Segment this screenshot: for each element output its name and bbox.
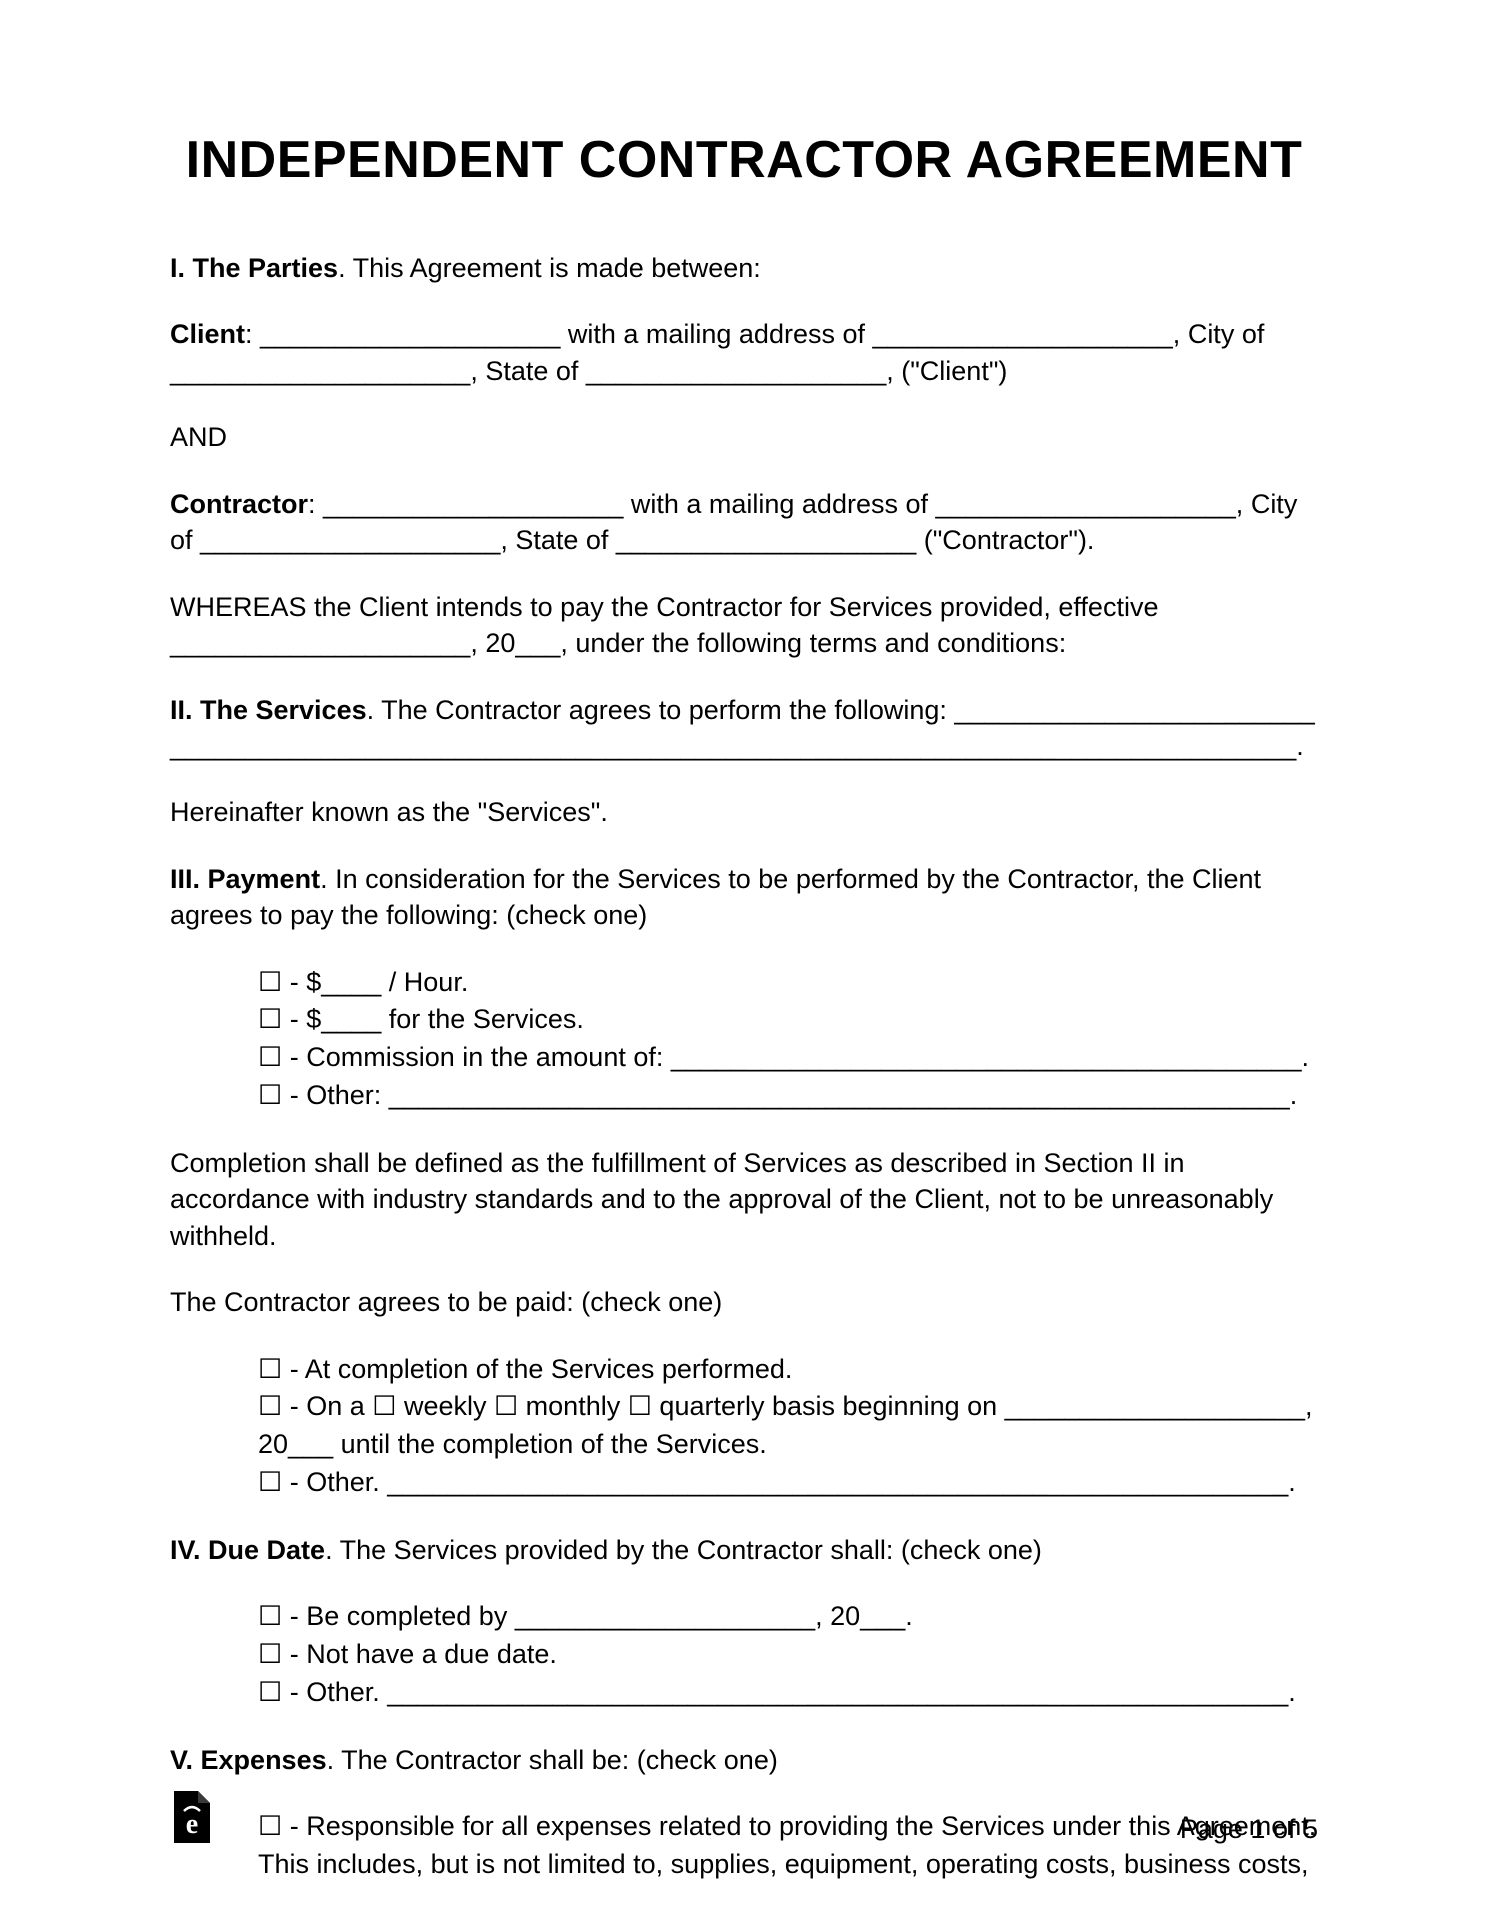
checkbox-option[interactable]: ☐ - Not have a due date. <box>258 1636 1318 1674</box>
section-heading: I. The Parties <box>170 253 338 283</box>
section-duedate-intro: IV. Due Date. The Services provided by t… <box>170 1532 1318 1568</box>
section-expenses-intro: V. Expenses. The Contractor shall be: (c… <box>170 1742 1318 1778</box>
section-text: . This Agreement is made between: <box>338 253 761 283</box>
checkbox-option[interactable]: ☐ - Be completed by ____________________… <box>258 1598 1318 1636</box>
page-number: Page 1 of 5 <box>1180 1814 1318 1845</box>
brand-logo-icon: e <box>170 1789 214 1845</box>
payment-options: ☐ - $____ / Hour. ☐ - $____ for the Serv… <box>170 964 1318 1115</box>
whereas-clause: WHEREAS the Client intends to pay the Co… <box>170 589 1318 662</box>
checkbox-option[interactable]: ☐ - $____ / Hour. <box>258 964 1318 1002</box>
section-heading: V. Expenses <box>170 1745 327 1775</box>
paid-intro: The Contractor agrees to be paid: (check… <box>170 1284 1318 1320</box>
section-text: . The Contractor shall be: (check one) <box>327 1745 778 1775</box>
document-body: I. The Parties. This Agreement is made b… <box>170 250 1318 1884</box>
page-footer: e Page 1 of 5 <box>0 1789 1488 1845</box>
section-services: II. The Services. The Contractor agrees … <box>170 692 1318 765</box>
and-separator: AND <box>170 419 1318 455</box>
contractor-text: : ____________________ with a mailing ad… <box>170 489 1297 555</box>
contractor-label: Contractor <box>170 489 308 519</box>
document-title: INDEPENDENT CONTRACTOR AGREEMENT <box>170 130 1318 190</box>
section-heading: IV. Due Date <box>170 1535 325 1565</box>
checkbox-option[interactable]: ☐ - Other. _____________________________… <box>258 1464 1318 1502</box>
contractor-line: Contractor: ____________________ with a … <box>170 486 1318 559</box>
checkbox-option[interactable]: ☐ - On a ☐ weekly ☐ monthly ☐ quarterly … <box>258 1388 1318 1464</box>
client-text: : ____________________ with a mailing ad… <box>170 319 1264 385</box>
section-text: . In consideration for the Services to b… <box>170 864 1261 930</box>
paid-options: ☐ - At completion of the Services perfor… <box>170 1351 1318 1502</box>
hereinafter-clause: Hereinafter known as the "Services". <box>170 794 1318 830</box>
checkbox-option[interactable]: ☐ - Commission in the amount of: _______… <box>258 1039 1318 1077</box>
svg-text:e: e <box>186 1809 198 1840</box>
checkbox-option[interactable]: ☐ - $____ for the Services. <box>258 1001 1318 1039</box>
document-page: INDEPENDENT CONTRACTOR AGREEMENT I. The … <box>0 0 1488 1925</box>
client-line: Client: ____________________ with a mail… <box>170 316 1318 389</box>
section-text: . The Services provided by the Contracto… <box>325 1535 1042 1565</box>
checkbox-option[interactable]: ☐ - Other: _____________________________… <box>258 1077 1318 1115</box>
section-parties-intro: I. The Parties. This Agreement is made b… <box>170 250 1318 286</box>
checkbox-option[interactable]: ☐ - Other. _____________________________… <box>258 1674 1318 1712</box>
section-payment-intro: III. Payment. In consideration for the S… <box>170 861 1318 934</box>
client-label: Client <box>170 319 245 349</box>
completion-clause: Completion shall be defined as the fulfi… <box>170 1145 1318 1254</box>
checkbox-option[interactable]: ☐ - At completion of the Services perfor… <box>258 1351 1318 1389</box>
section-heading: III. Payment <box>170 864 320 894</box>
duedate-options: ☐ - Be completed by ____________________… <box>170 1598 1318 1711</box>
section-heading: II. The Services <box>170 695 367 725</box>
